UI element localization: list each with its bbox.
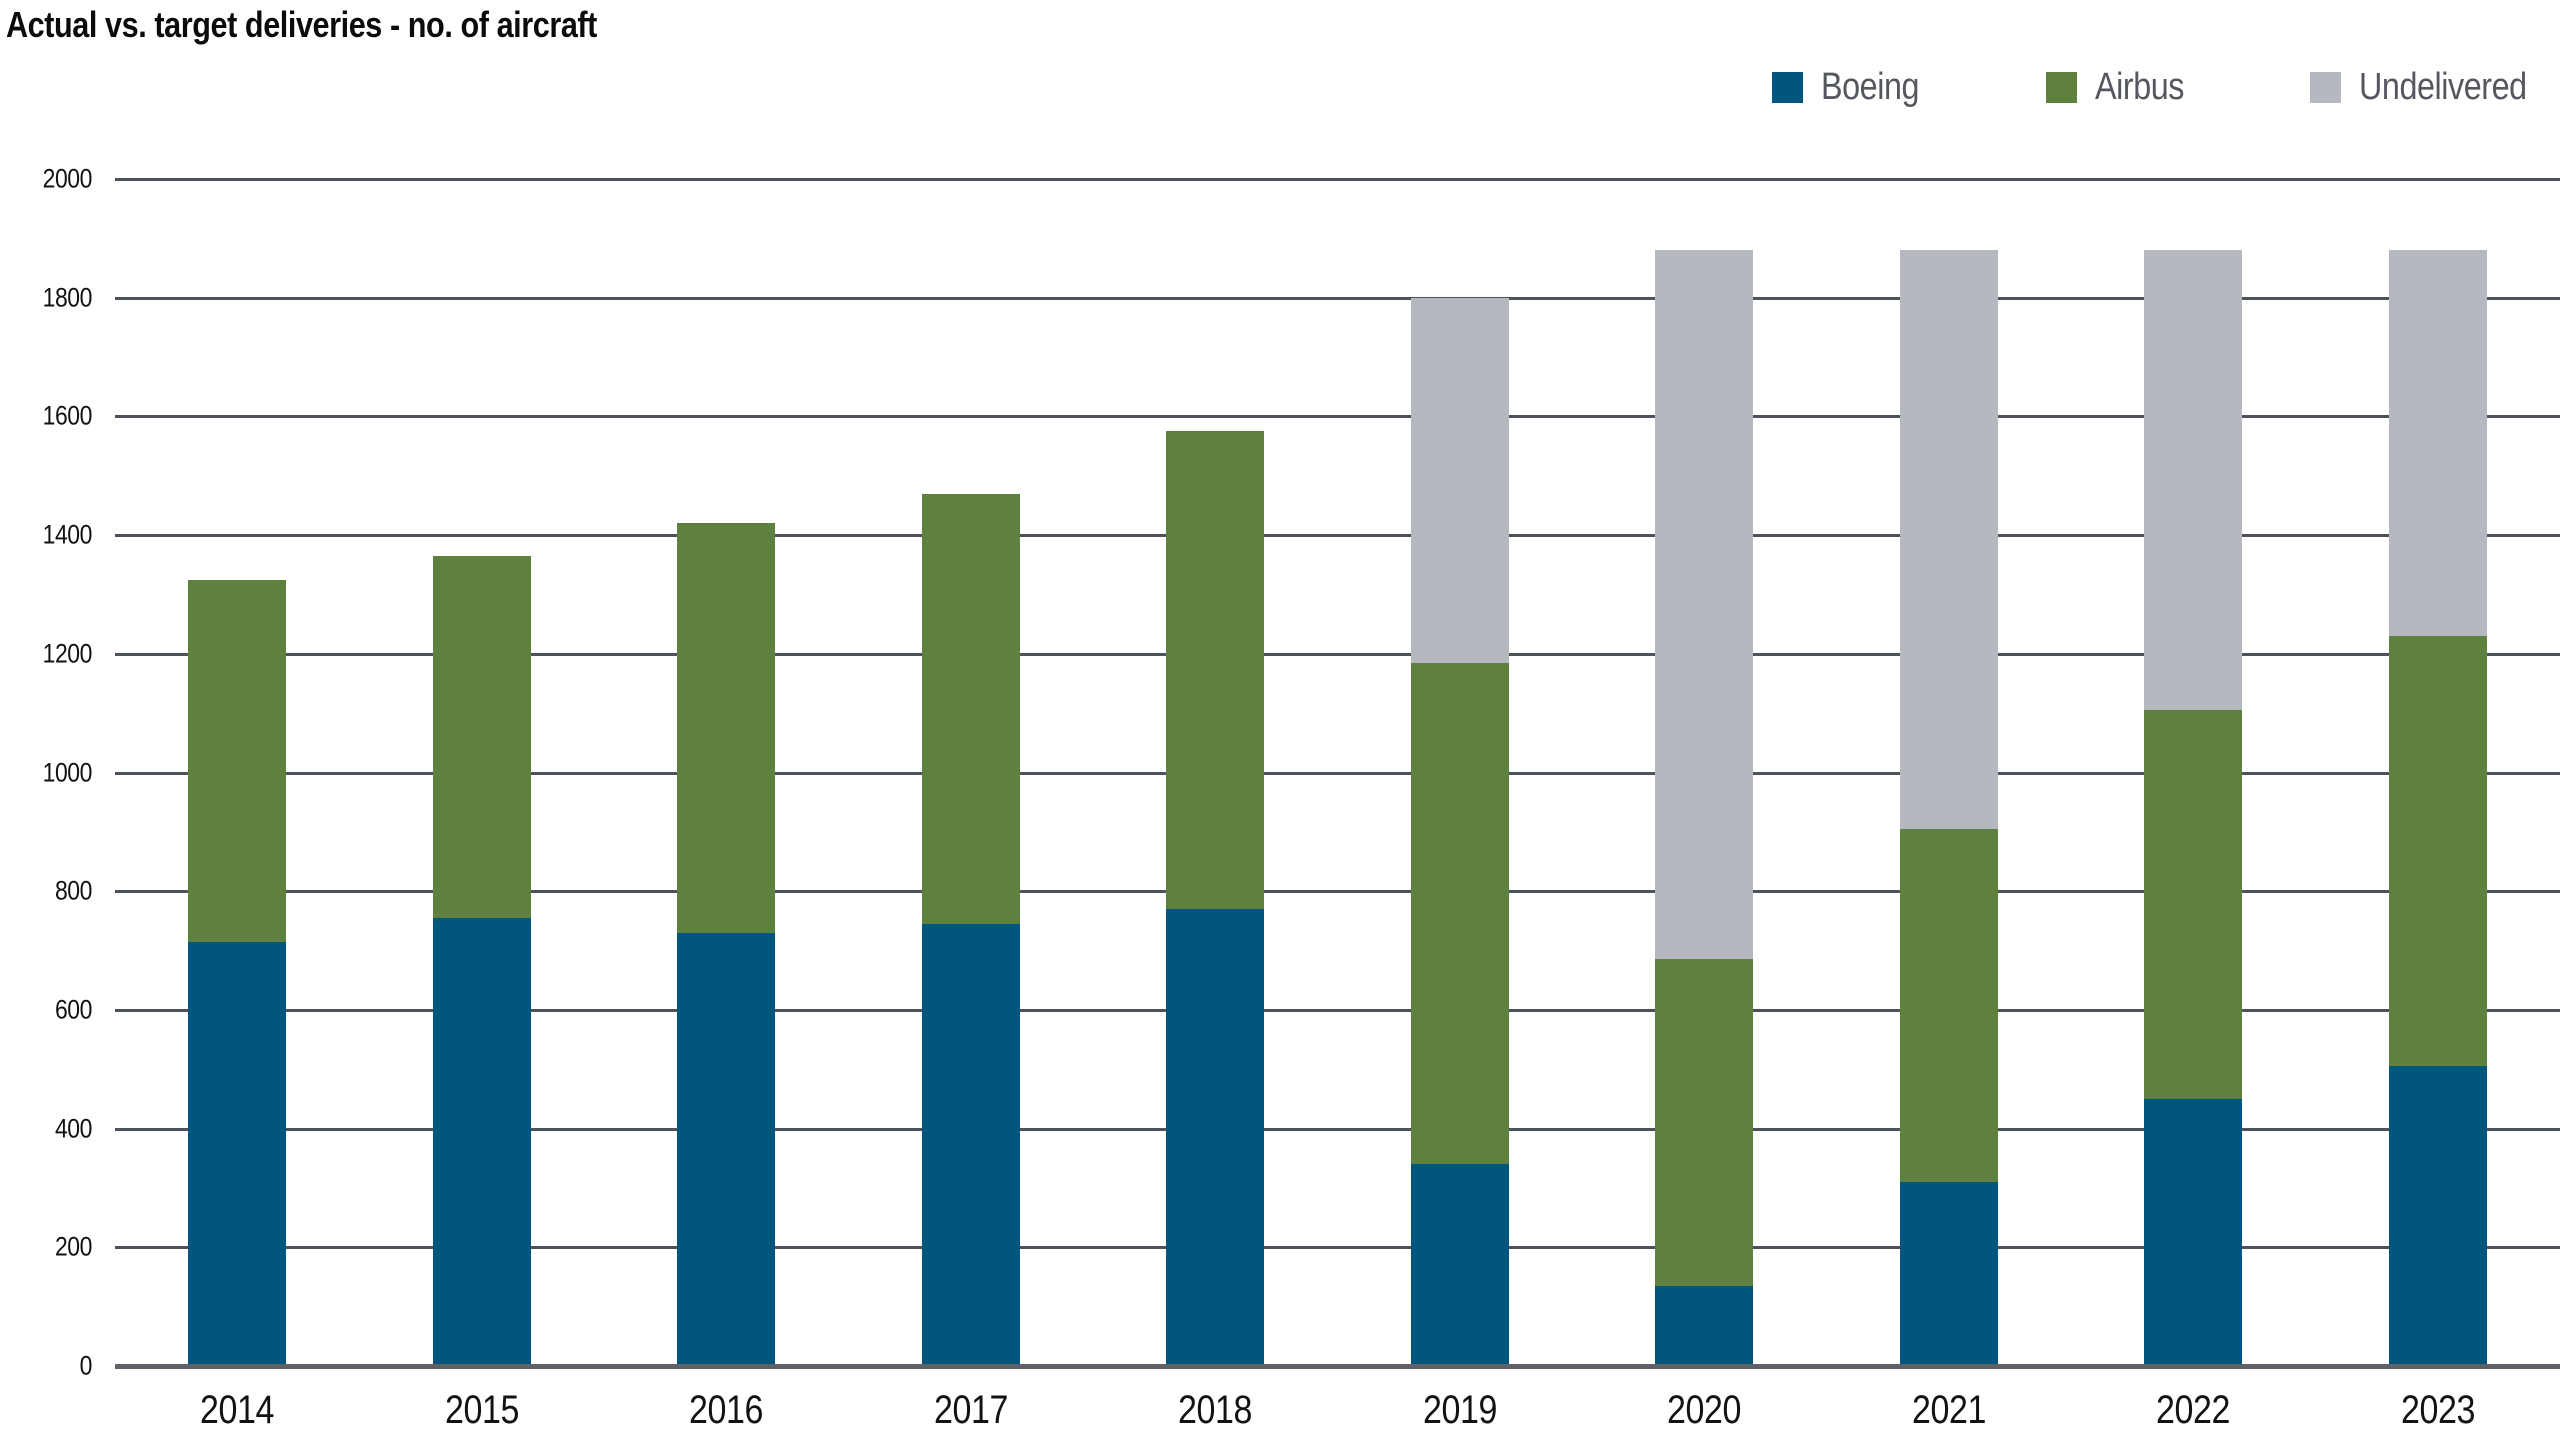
- bar-group-2014: [188, 179, 287, 1366]
- gridline-1400: [115, 534, 2560, 538]
- bar-segment-airbus-2016: [677, 523, 776, 933]
- gridline-1600: [115, 415, 2560, 419]
- x-tick-label-2020: 2020: [1667, 1388, 1742, 1432]
- x-tick-label-2023: 2023: [2400, 1388, 2475, 1432]
- bar-segment-airbus-2017: [921, 493, 1020, 924]
- bar-group-2020: [1655, 179, 1754, 1366]
- legend-label-airbus: Airbus: [2094, 66, 2184, 108]
- bar-group-2022: [2144, 179, 2243, 1366]
- bar-segment-airbus-2018: [1166, 431, 1265, 910]
- x-tick-label-2019: 2019: [1422, 1388, 1497, 1432]
- x-tick-label-2021: 2021: [1911, 1388, 1986, 1432]
- y-tick-label-1400: 1400: [42, 519, 93, 550]
- bar-segment-boeing-2018: [1166, 909, 1265, 1366]
- gridline-200: [115, 1246, 2560, 1250]
- bar-group-2015: [432, 179, 531, 1366]
- legend-label-boeing: Boeing: [1820, 66, 1919, 108]
- bar-segment-boeing-2022: [2144, 1098, 2243, 1366]
- bar-segment-airbus-2020: [1655, 959, 1754, 1286]
- bar-segment-undelivered-2019: [1410, 297, 1509, 663]
- y-tick-label-2000: 2000: [42, 163, 93, 194]
- x-tick-label-2016: 2016: [689, 1388, 764, 1432]
- x-tick-label-2018: 2018: [1178, 1388, 1253, 1432]
- bar-segment-boeing-2023: [2388, 1066, 2487, 1366]
- bar-segment-airbus-2022: [2144, 710, 2243, 1099]
- bar-segment-boeing-2015: [432, 917, 531, 1366]
- y-tick-label-600: 600: [54, 994, 92, 1025]
- legend-swatch-undelivered-icon: [2309, 72, 2341, 103]
- chart-legend: Boeing Airbus Undelivered: [1771, 66, 2556, 109]
- y-tick-label-1800: 1800: [42, 282, 93, 313]
- y-tick-label-1200: 1200: [42, 638, 93, 669]
- bar-segment-airbus-2014: [188, 579, 287, 942]
- plot-area: [115, 178, 2560, 1369]
- bar-segment-undelivered-2021: [1899, 250, 1998, 829]
- y-tick-label-0: 0: [79, 1350, 93, 1381]
- y-tick-label-400: 400: [54, 1113, 92, 1144]
- bar-segment-airbus-2023: [2388, 636, 2487, 1067]
- bar-group-2017: [921, 179, 1020, 1366]
- gridline-2000: [115, 178, 2560, 181]
- bar-segment-undelivered-2023: [2388, 250, 2487, 636]
- legend-swatch-airbus-icon: [2045, 72, 2077, 103]
- gridline-1200: [115, 652, 2560, 656]
- legend-swatch-boeing-icon: [1771, 72, 1803, 103]
- gridline-1000: [115, 771, 2560, 775]
- bar-segment-boeing-2016: [677, 932, 776, 1366]
- bar-segment-undelivered-2022: [2144, 250, 2243, 711]
- x-axis-baseline: [115, 1364, 2560, 1369]
- bar-segment-airbus-2021: [1899, 828, 1998, 1183]
- x-axis: 2014 2015 2016 2017 2018 2019 2020 2021 2022 2023: [115, 1390, 2560, 1440]
- bar-segment-boeing-2019: [1410, 1164, 1509, 1366]
- x-tick-label-2017: 2017: [933, 1388, 1008, 1432]
- y-tick-label-800: 800: [54, 875, 92, 906]
- y-tick-label-1000: 1000: [42, 757, 93, 787]
- gridline-1800: [115, 296, 2560, 300]
- x-tick-label-2014: 2014: [200, 1388, 275, 1432]
- legend-item-undelivered: Undelivered: [2309, 66, 2556, 109]
- gridline-600: [115, 1008, 2560, 1012]
- legend-item-airbus: Airbus: [2045, 66, 2200, 109]
- gridline-400: [115, 1127, 2560, 1131]
- bar-segment-boeing-2021: [1899, 1182, 1998, 1366]
- legend-label-undelivered: Undelivered: [2358, 66, 2527, 108]
- x-tick-label-2022: 2022: [2156, 1388, 2231, 1432]
- y-tick-label-200: 200: [54, 1231, 92, 1262]
- bar-segment-airbus-2019: [1410, 662, 1509, 1165]
- bar-group-2021: [1899, 179, 1998, 1366]
- x-tick-label-2015: 2015: [444, 1388, 519, 1432]
- bar-group-2023: [2388, 179, 2487, 1366]
- gridline-800: [115, 890, 2560, 894]
- bar-group-2018: [1166, 179, 1265, 1366]
- bar-segment-boeing-2017: [921, 923, 1020, 1366]
- bar-segment-boeing-2020: [1655, 1285, 1754, 1366]
- y-axis: 0 200 400 600 800 1000 1200 1400 1600 1800 2000: [0, 165, 93, 1379]
- bar-group-2016: [677, 179, 776, 1366]
- bar-segment-undelivered-2020: [1655, 250, 1754, 960]
- chart-title: Actual vs. target deliveries - no. of ai…: [6, 4, 597, 45]
- bar-segment-airbus-2015: [432, 555, 531, 918]
- bar-segment-boeing-2014: [188, 941, 287, 1366]
- y-tick-label-1600: 1600: [42, 400, 93, 431]
- legend-item-boeing: Boeing: [1771, 66, 1936, 109]
- bar-group-2019: [1410, 179, 1509, 1366]
